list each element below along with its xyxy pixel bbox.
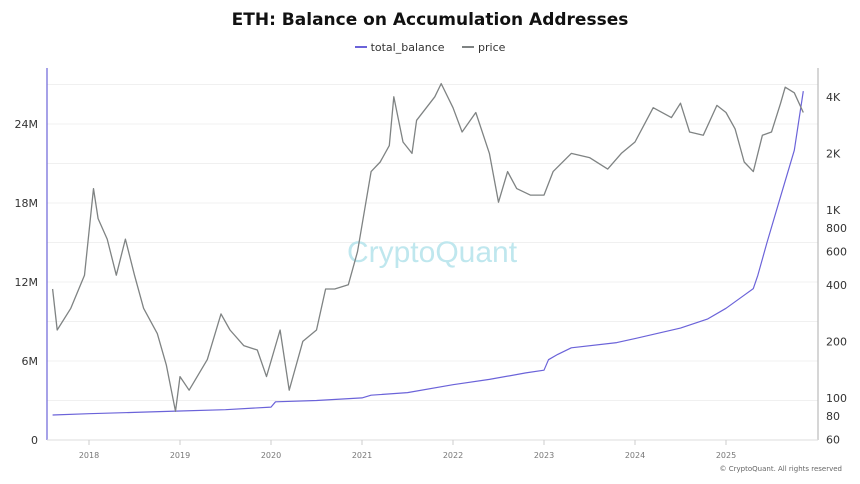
x-tick-label: 2019	[170, 451, 190, 460]
legend-label: price	[478, 40, 506, 54]
x-tick-label: 2018	[79, 451, 99, 460]
x-tick-label: 2023	[534, 451, 554, 460]
series-line-total-balance	[52, 91, 804, 416]
y-right-tick-label: 60	[826, 434, 840, 447]
y-left-tick-label: 18M	[15, 197, 39, 210]
y-left-tick-label: 0	[31, 434, 38, 447]
legend-swatch	[462, 46, 475, 49]
x-tick-label: 2020	[261, 451, 281, 460]
watermark: CryptoQuant	[347, 236, 518, 269]
y-right-tick-label: 4K	[826, 91, 841, 104]
legend: total_balance price	[0, 40, 860, 54]
series-line-price	[51, 82, 804, 412]
y-right-tick-label: 800	[826, 222, 847, 235]
legend-item-price[interactable]: price	[462, 40, 505, 54]
legend-swatch	[354, 46, 367, 49]
y-right-tick-label: 100	[826, 392, 847, 405]
y-left-tick-label: 24M	[15, 118, 39, 131]
y-right-tick-label: 80	[826, 410, 840, 423]
legend-item-total-balance[interactable]: total_balance	[354, 40, 445, 54]
y-right-tick-label: 2K	[826, 147, 841, 160]
legend-label: total_balance	[370, 40, 445, 54]
x-tick-label: 2024	[625, 451, 645, 460]
y-right-tick-label: 400	[826, 279, 847, 292]
y-right-tick-label: 200	[826, 335, 847, 348]
y-right-tick-label: 600	[826, 246, 847, 259]
y-left-tick-label: 6M	[22, 355, 39, 368]
x-tick-label: 2021	[352, 451, 372, 460]
x-tick-label: 2022	[443, 451, 463, 460]
chart-title: ETH: Balance on Accumulation Addresses	[231, 10, 629, 30]
y-left-tick-label: 12M	[15, 276, 39, 289]
x-tick-label: 2025	[716, 451, 736, 460]
y-right-tick-label: 1K	[826, 204, 841, 217]
copyright: © CryptoQuant. All rights reserved	[719, 465, 842, 473]
